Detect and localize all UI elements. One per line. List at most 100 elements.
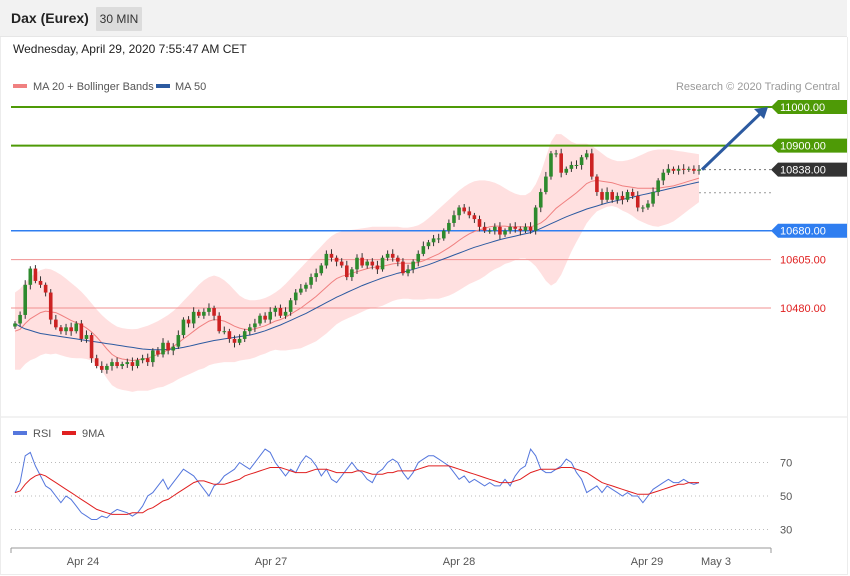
candle-body bbox=[13, 323, 17, 327]
candle-body bbox=[595, 176, 599, 193]
candle-body bbox=[584, 153, 589, 158]
candle-body bbox=[18, 314, 22, 324]
candle-body bbox=[390, 253, 395, 258]
level-label-2: 10838.00 bbox=[780, 165, 826, 177]
candle-body bbox=[273, 308, 278, 312]
x-axis-label-3: Apr 29 bbox=[631, 556, 663, 568]
candle-body bbox=[74, 323, 79, 332]
candle-body bbox=[620, 195, 625, 200]
candle-body bbox=[436, 238, 441, 240]
level-label-1: 10900.00 bbox=[780, 141, 826, 153]
candle-body bbox=[120, 364, 124, 366]
candle-body bbox=[186, 319, 191, 324]
x-axis-label-4: May 3 bbox=[701, 556, 731, 568]
credit-text: Research © 2020 Trading Central bbox=[676, 81, 840, 93]
candle-body bbox=[385, 253, 390, 258]
candle-body bbox=[334, 257, 339, 262]
candle-body bbox=[426, 242, 431, 247]
candle-body bbox=[176, 335, 181, 347]
candle-body bbox=[600, 192, 604, 200]
candle-body bbox=[232, 338, 237, 343]
level-label-4: 10605.00 bbox=[780, 255, 826, 267]
candle-body bbox=[396, 257, 400, 262]
candle-body bbox=[115, 362, 119, 366]
timeframe-button[interactable]: 30 MIN bbox=[96, 7, 142, 31]
candle-body bbox=[564, 168, 569, 173]
candle-body bbox=[375, 265, 380, 270]
ma50-legend-swatch bbox=[156, 84, 170, 88]
candle-body bbox=[344, 265, 349, 278]
candle-body bbox=[79, 323, 84, 339]
candle-body bbox=[48, 292, 53, 320]
candle-body bbox=[222, 331, 227, 333]
candle-body bbox=[171, 346, 176, 351]
level-label-0: 11000.00 bbox=[780, 102, 825, 114]
candle-body bbox=[447, 222, 451, 231]
candle-body bbox=[135, 360, 140, 366]
candle-body bbox=[278, 308, 283, 316]
candle-body bbox=[477, 219, 482, 227]
candle-body bbox=[411, 261, 415, 270]
candle-body bbox=[635, 195, 640, 208]
candle-body bbox=[283, 311, 288, 316]
candle-body bbox=[319, 265, 324, 274]
rsi-line bbox=[14, 448, 700, 520]
candle-body bbox=[365, 261, 370, 266]
level-tag-1 bbox=[771, 138, 847, 153]
level-tag-3 bbox=[771, 223, 847, 238]
candle-body bbox=[339, 261, 344, 266]
projection-arrow-shaft bbox=[700, 110, 764, 171]
candle-body bbox=[125, 362, 130, 365]
candle-body bbox=[212, 308, 216, 316]
candle-body bbox=[268, 311, 273, 320]
candle-body bbox=[196, 311, 201, 316]
ma20-legend-label: MA 20 + Bollinger Bands bbox=[33, 81, 154, 93]
candle-body bbox=[671, 168, 676, 171]
candle-body bbox=[350, 269, 354, 278]
candle-body bbox=[452, 215, 456, 223]
rsi-legend-label: RSI bbox=[33, 428, 51, 440]
candle-body bbox=[227, 331, 232, 339]
rsi-level-label-50: 50 bbox=[780, 491, 792, 503]
level-label-5: 10480.00 bbox=[780, 303, 826, 315]
candle-body bbox=[462, 207, 466, 212]
candle-body bbox=[538, 192, 543, 208]
candle-body bbox=[140, 358, 145, 361]
candle-body bbox=[615, 195, 620, 200]
date-text: Wednesday, April 29, 2020 7:55:47 AM CET bbox=[13, 42, 247, 56]
candle-body bbox=[253, 323, 257, 328]
candle-body bbox=[641, 207, 645, 209]
candle-body bbox=[191, 311, 196, 324]
x-axis-label-2: Apr 28 bbox=[443, 556, 475, 568]
chart-header: Dax (Eurex) 30 MIN bbox=[0, 0, 847, 37]
candle-body bbox=[33, 268, 38, 281]
candle-body bbox=[401, 261, 405, 274]
candle-body bbox=[498, 226, 502, 235]
candle-body bbox=[299, 288, 303, 293]
candle-body bbox=[610, 192, 615, 200]
ma20-legend-swatch bbox=[13, 84, 27, 88]
candle-body bbox=[605, 192, 609, 200]
candle-body bbox=[406, 269, 410, 274]
candle-body bbox=[656, 180, 660, 193]
candle-body bbox=[54, 319, 58, 328]
candle-body bbox=[503, 230, 507, 235]
candle-body bbox=[43, 284, 48, 293]
candle-body bbox=[59, 327, 63, 332]
candle-body bbox=[661, 172, 666, 181]
rsi-ma-legend-swatch bbox=[62, 431, 76, 435]
candle-body bbox=[181, 319, 186, 336]
candle-body bbox=[441, 230, 446, 239]
candle-body bbox=[288, 300, 293, 312]
candle-body bbox=[559, 153, 563, 173]
ma50-legend-label: MA 50 bbox=[175, 81, 206, 93]
candle-body bbox=[207, 308, 211, 312]
candle-body bbox=[697, 169, 701, 171]
candle-body bbox=[549, 153, 553, 177]
candle-body bbox=[293, 292, 298, 301]
candle-body bbox=[467, 211, 472, 216]
candle-body bbox=[94, 358, 99, 366]
candle-body bbox=[574, 164, 579, 166]
candle-body bbox=[23, 284, 28, 315]
